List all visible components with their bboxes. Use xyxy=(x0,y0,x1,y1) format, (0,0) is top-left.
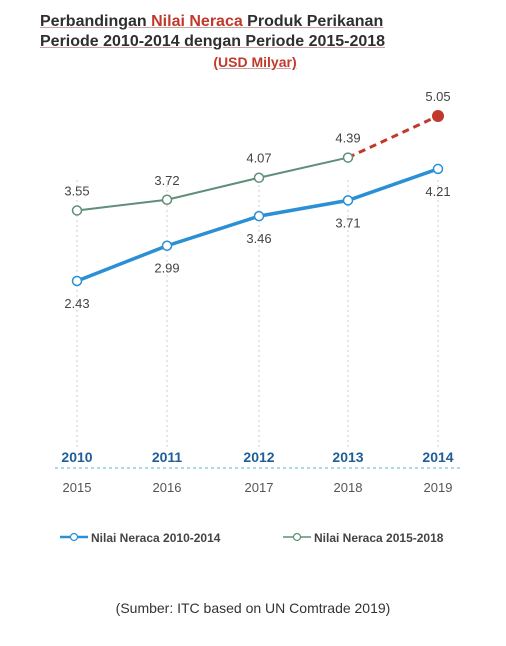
data-point-2010-2014 xyxy=(432,163,444,175)
data-point-2015-2018 xyxy=(161,194,173,206)
legend-2015-2018-label: Nilai Neraca 2015-2018 xyxy=(314,531,444,545)
chart-title: Perbandingan Nilai Neraca Produk Perikan… xyxy=(40,12,470,72)
tick-label-top: 2010 xyxy=(61,449,92,465)
series-line-projection xyxy=(347,114,439,159)
tick-label-bottom: 2019 xyxy=(424,480,453,495)
data-point-2010-2014 xyxy=(253,210,265,222)
series-line-2010-2014 xyxy=(76,167,439,283)
source-note: (Sumber: ITC based on UN Comtrade 2019) xyxy=(115,600,391,616)
data-label-2010-2014: 2.99 xyxy=(154,261,179,276)
title-pre: Perbandingan xyxy=(40,13,152,30)
data-label-2010-2014: 2.43 xyxy=(64,296,89,311)
title-accent: Nilai Neraca xyxy=(151,13,243,30)
tick-label-top: 2013 xyxy=(332,449,363,465)
data-point-2010-2014 xyxy=(71,275,83,287)
data-label-2015-2018: 4.39 xyxy=(335,131,360,146)
data-point-2015-2018 xyxy=(342,152,354,163)
title-unit: (USD Milyar) xyxy=(213,54,297,70)
tick-label-bottom: 2018 xyxy=(334,480,363,495)
tick-label-bottom: 2016 xyxy=(153,480,182,495)
series-line-2015-2018 xyxy=(76,156,349,212)
title-post: Produk Perikanan xyxy=(242,13,384,30)
data-label-2015-2018: 5.05 xyxy=(425,89,450,104)
legend-2015-2018-marker xyxy=(292,532,302,542)
legend-2010-2014-label: Nilai Neraca 2010-2014 xyxy=(91,531,221,545)
data-point-2010-2014 xyxy=(161,240,173,251)
tick-label-top: 2012 xyxy=(243,449,274,465)
data-label-2015-2018: 4.07 xyxy=(246,151,271,166)
data-label-2010-2014: 3.46 xyxy=(246,231,271,246)
tick-label-bottom: 2017 xyxy=(245,480,274,495)
tick-label-top: 2014 xyxy=(422,449,453,465)
data-label-2010-2014: 4.21 xyxy=(425,184,450,199)
data-label-2010-2014: 3.71 xyxy=(335,215,360,230)
data-point-2015-2018 xyxy=(71,205,83,216)
data-label-2015-2018: 3.55 xyxy=(64,183,89,198)
data-point-projection xyxy=(432,110,444,122)
title-line-1: Perbandingan Nilai Neraca Produk Perikan… xyxy=(40,12,470,32)
tick-label-top: 2011 xyxy=(152,449,183,465)
data-point-2015-2018 xyxy=(253,172,265,183)
data-label-2015-2018: 3.72 xyxy=(154,173,179,188)
tick-label-bottom: 2015 xyxy=(63,480,92,495)
title-line-2: Periode 2010-2014 dengan Periode 2015-20… xyxy=(40,33,386,50)
legend-2010-2014-marker xyxy=(69,532,79,542)
data-point-2010-2014 xyxy=(342,195,354,206)
